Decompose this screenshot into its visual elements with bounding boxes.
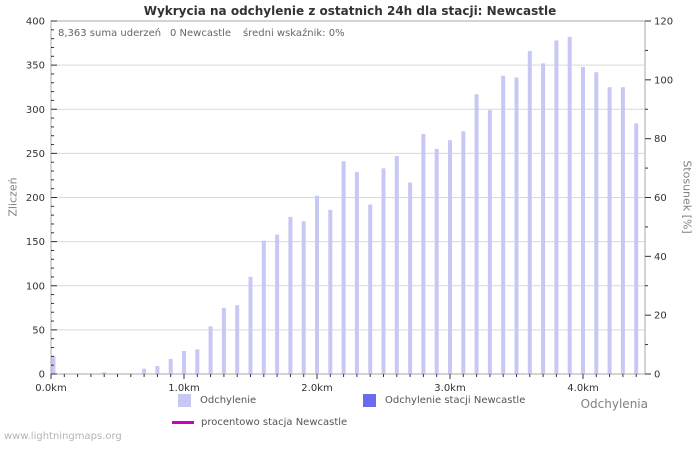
svg-text:100: 100 <box>654 75 673 86</box>
svg-text:0.0km: 0.0km <box>35 383 66 394</box>
watermark-url: www.lightningmaps.org <box>4 431 122 442</box>
svg-text:0: 0 <box>39 370 45 381</box>
svg-text:50: 50 <box>32 325 45 336</box>
gridlines <box>51 64 645 331</box>
svg-text:250: 250 <box>26 149 45 160</box>
y-axis-right: 0 20 40 60 80 100 120 <box>645 17 673 381</box>
svg-text:20: 20 <box>654 311 667 322</box>
svg-text:120: 120 <box>654 17 673 28</box>
svg-text:1.0km: 1.0km <box>168 383 199 394</box>
y-axis-left: 0 50 100 150 200 250 300 350 400 <box>26 17 57 381</box>
legend-item-deviation: Odchylenie <box>178 394 256 407</box>
svg-text:100: 100 <box>26 281 45 292</box>
legend-label: procentowo stacja Newcastle <box>201 417 348 428</box>
svg-text:200: 200 <box>26 193 45 204</box>
x-axis-title: Odchylenia <box>580 397 648 411</box>
percent-line-swatch-icon <box>172 421 194 424</box>
svg-text:300: 300 <box>26 105 45 116</box>
stat-average-ratio: średni wskaźnik: 0% <box>243 28 345 39</box>
legend-item-station-deviation: Odchylenie stacji Newcastle <box>363 394 525 407</box>
legend-label: Odchylenie <box>200 395 257 406</box>
stat-total-strikes: 8,363 suma uderzeń <box>58 28 162 39</box>
deviation-bars <box>51 36 639 375</box>
svg-text:400: 400 <box>26 17 45 28</box>
legend-item-percent-line: procentowo stacja Newcastle <box>172 417 347 428</box>
station-deviation-swatch-icon <box>363 394 376 407</box>
svg-text:0: 0 <box>654 370 660 381</box>
svg-text:4.0km: 4.0km <box>567 383 598 394</box>
stat-station-strikes: 0 Newcastle <box>170 28 232 39</box>
svg-text:150: 150 <box>26 237 45 248</box>
svg-text:3.0km: 3.0km <box>434 383 465 394</box>
svg-text:80: 80 <box>654 134 667 145</box>
y-axis-title-left: Zliczeń <box>6 177 20 217</box>
y-axis-title-right: Stosunek [%] <box>680 160 694 234</box>
svg-text:2.0km: 2.0km <box>301 383 332 394</box>
deviation-swatch-icon <box>178 394 191 407</box>
legend-label: Odchylenie stacji Newcastle <box>385 395 526 406</box>
chart-title: Wykrycia na odchylenie z ostatnich 24h d… <box>143 4 557 18</box>
svg-text:60: 60 <box>654 193 667 204</box>
svg-text:40: 40 <box>654 252 667 263</box>
svg-text:350: 350 <box>26 61 45 72</box>
x-axis: 0.0km 1.0km 2.0km 3.0km 4.0km <box>35 374 637 394</box>
